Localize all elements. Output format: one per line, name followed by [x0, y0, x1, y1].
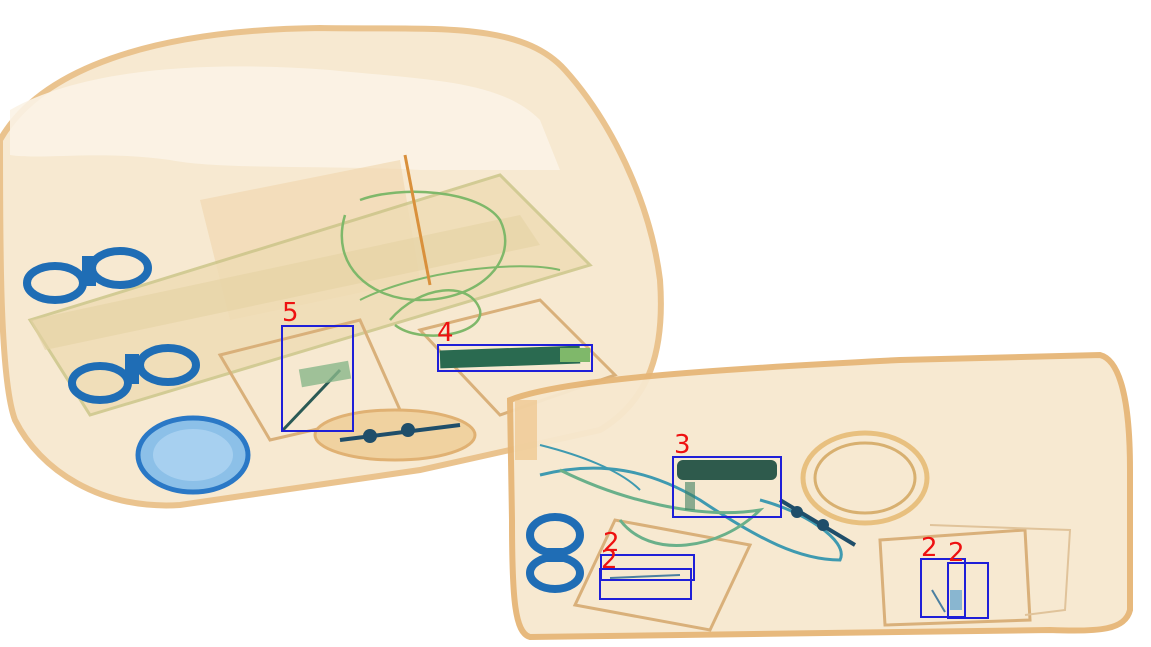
knife-item — [281, 360, 352, 432]
detection-label-5: 5 — [282, 298, 299, 328]
glasses-icon — [313, 408, 477, 462]
left-bag — [0, 24, 664, 509]
battery-pack-item — [677, 460, 777, 510]
detection-box-2d — [947, 562, 989, 619]
buckle-icon-3 — [526, 513, 584, 593]
buckle-icon-2 — [68, 344, 200, 404]
detection-label-2d: 2 — [948, 538, 965, 568]
coiled-cable-icon — [800, 430, 930, 526]
detection-label-3: 3 — [674, 430, 691, 460]
detection-label-2c: 2 — [921, 533, 938, 563]
buckle-icon-1 — [23, 247, 152, 304]
detection-label-2b: 2 — [601, 545, 618, 575]
round-lid-icon — [135, 415, 251, 495]
detection-box-4 — [437, 344, 593, 372]
detection-box-2b — [599, 568, 692, 600]
detection-box-2a — [600, 554, 695, 581]
detection-box-2c — [920, 558, 966, 618]
small-items — [609, 574, 962, 613]
detection-label-4: 4 — [437, 318, 454, 348]
glasses-icon-2 — [778, 498, 857, 547]
long-bar-item — [439, 345, 590, 369]
detection-label-2a: 2 — [603, 528, 620, 558]
detection-box-3 — [672, 456, 782, 518]
detection-box-5 — [281, 325, 354, 432]
right-bag — [506, 351, 1133, 641]
